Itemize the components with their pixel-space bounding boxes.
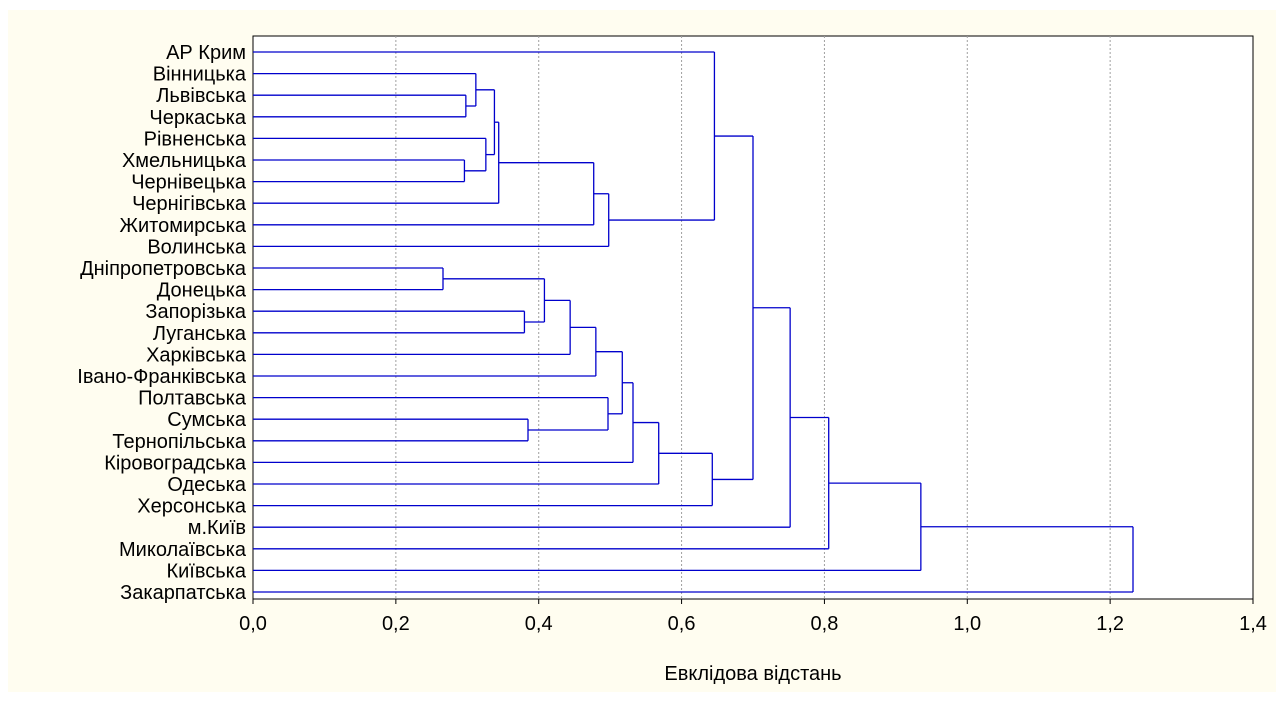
- x-tick-label: 1,4: [1239, 613, 1267, 635]
- leaf-label: Луганська: [153, 323, 247, 345]
- chart-frame: АР Крим Вінницька Львівська Черкаська Рівнен…: [8, 10, 1276, 692]
- leaf-label: Івано-Франківська: [77, 366, 247, 388]
- leaf-label: Чернігівська: [132, 193, 247, 215]
- leaf-label: Львівська: [156, 85, 247, 107]
- leaf-label: Сумська: [167, 409, 247, 431]
- x-axis-ticks: 0,0 0,2 0,4 0,6 0,8 1,0 1,2 1,4: [239, 599, 1267, 635]
- leaf-label: Запорізька: [145, 301, 247, 323]
- leaf-label: Чернівецька: [131, 172, 247, 194]
- leaf-label: Херсонська: [137, 496, 247, 518]
- dendrogram-links: [253, 51, 1134, 593]
- x-tick-label: 0,4: [525, 613, 553, 635]
- leaf-label: Одеська: [167, 474, 247, 496]
- x-tick-label: 0,0: [239, 613, 267, 635]
- x-tick-label: 1,2: [1096, 613, 1124, 635]
- leaf-label: Закарпатська: [120, 582, 247, 604]
- leaf-label: Тернопільська: [112, 431, 246, 453]
- leaf-label: м.Київ: [188, 517, 246, 539]
- leaf-label: Черкаська: [149, 107, 246, 129]
- leaf-label: АР Крим: [166, 42, 246, 64]
- leaf-label: Харківська: [146, 344, 247, 366]
- x-tick-label: 1,0: [953, 613, 981, 635]
- leaf-label: Полтавська: [138, 388, 247, 410]
- leaf-label: Рівненська: [144, 128, 247, 150]
- leaf-label: Кіровоградська: [104, 452, 247, 474]
- leaf-label: Житомирська: [120, 215, 247, 237]
- leaf-label: Хмельницька: [122, 150, 247, 172]
- x-axis-label: Евклідова відстань: [664, 663, 841, 685]
- dendrogram-chart: АР КримВінницькаЛьвівськаЧеркаськаРівнен…: [77, 35, 1267, 685]
- x-tick-label: 0,8: [811, 613, 839, 635]
- leaf-label: Дніпропетровська: [80, 258, 247, 280]
- x-tick-label: 0,6: [668, 613, 696, 635]
- leaf-labels: АР КримВінницькаЛьвівськаЧеркаськаРівнен…: [77, 42, 247, 604]
- leaf-label: Вінницька: [153, 64, 247, 86]
- leaf-label: Донецька: [157, 280, 247, 302]
- leaf-label: Волинська: [147, 236, 247, 258]
- leaf-label: Київська: [166, 560, 246, 582]
- x-tick-label: 0,2: [382, 613, 410, 635]
- leaf-label: Миколаївська: [119, 539, 247, 561]
